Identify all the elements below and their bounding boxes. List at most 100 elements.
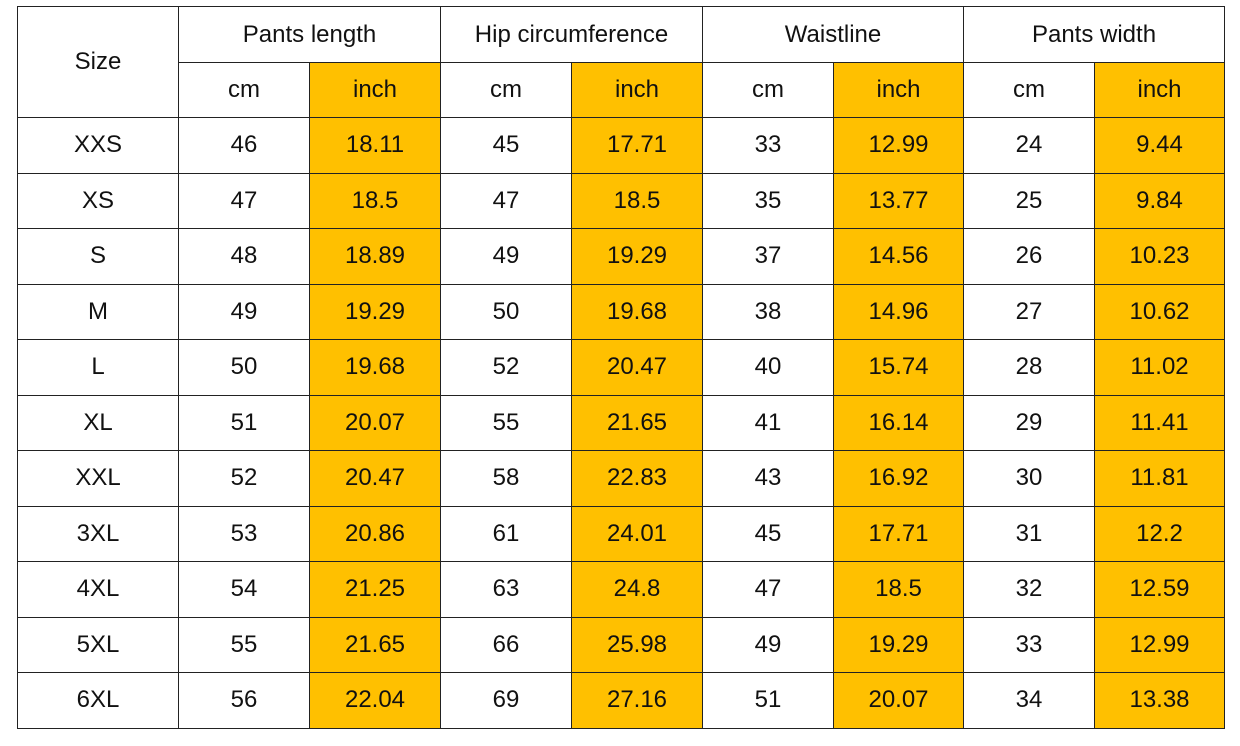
group-header: Pants length — [178, 6, 441, 63]
table-row: 4XL 54 21.25 63 24.8 47 18.5 32 12.59 — [17, 561, 1226, 618]
measure-cell: 12.99 — [1093, 616, 1226, 673]
measure-cell: 35 — [702, 172, 834, 229]
measure-cell: 49 — [702, 616, 834, 673]
measure-cell: 47 — [178, 172, 310, 229]
measure-cell: 12.59 — [1093, 561, 1226, 618]
measure-cell: 33 — [702, 117, 834, 174]
measure-cell: 25.98 — [571, 616, 703, 673]
measure-cell: 13.77 — [833, 172, 964, 229]
measure-cell: 58 — [440, 450, 572, 507]
measure-cell: 29 — [963, 394, 1095, 451]
measure-cell: 38 — [702, 283, 834, 340]
measure-cell: 11.02 — [1093, 339, 1226, 396]
size-label: 6XL — [17, 672, 179, 729]
measure-cell: 27 — [963, 283, 1095, 340]
group-header: Hip circumference — [440, 6, 703, 63]
measure-cell: 27.16 — [571, 672, 703, 729]
measure-cell: 24 — [963, 117, 1095, 174]
measure-cell: 17.71 — [571, 117, 703, 174]
measure-cell: 51 — [178, 394, 310, 451]
measure-cell: 48 — [178, 228, 310, 285]
measure-cell: 13.38 — [1093, 672, 1226, 729]
table-row: cm inch cm inch cm inch cm inch — [18, 62, 1226, 118]
unit-header: cm — [178, 62, 310, 118]
size-label: 4XL — [17, 561, 179, 618]
measure-cell: 49 — [440, 228, 572, 285]
measure-cell: 51 — [702, 672, 834, 729]
measure-cell: 41 — [702, 394, 834, 451]
measure-cell: 50 — [178, 339, 310, 396]
measure-cell: 24.8 — [571, 561, 703, 618]
measure-cell: 30 — [963, 450, 1095, 507]
measure-cell: 63 — [440, 561, 572, 618]
measure-cell: 19.29 — [571, 228, 703, 285]
measure-cell: 20.47 — [309, 450, 441, 507]
measure-cell: 21.65 — [309, 616, 441, 673]
measure-cell: 20.07 — [833, 672, 964, 729]
unit-header: inch — [1093, 62, 1226, 118]
measure-cell: 20.86 — [309, 505, 441, 562]
measure-cell: 56 — [178, 672, 310, 729]
size-label: XXS — [17, 117, 179, 174]
measure-cell: 9.84 — [1093, 172, 1226, 229]
measure-cell: 34 — [963, 672, 1095, 729]
measure-cell: 16.14 — [833, 394, 964, 451]
measure-cell: 19.68 — [571, 283, 703, 340]
size-chart: Size Pants length Hip circumference Waistli… — [17, 6, 1226, 729]
size-label: L — [17, 339, 179, 396]
measure-cell: 47 — [702, 561, 834, 618]
table-row: M 49 19.29 50 19.68 38 14.96 27 10.62 — [17, 283, 1226, 340]
table-row: XXL 52 20.47 58 22.83 43 16.92 30 11.81 — [17, 450, 1226, 507]
size-label: XL — [17, 394, 179, 451]
size-table: Size Pants length Hip circumference Waistli… — [17, 6, 1226, 729]
measure-cell: 22.83 — [571, 450, 703, 507]
table-row: 5XL 55 21.65 66 25.98 49 19.29 33 12.99 — [17, 616, 1226, 673]
measure-cell: 54 — [178, 561, 310, 618]
measure-cell: 33 — [963, 616, 1095, 673]
measure-cell: 14.96 — [833, 283, 964, 340]
measure-cell: 11.81 — [1093, 450, 1226, 507]
unit-header: inch — [571, 62, 703, 118]
unit-header: cm — [963, 62, 1095, 118]
table-row: 3XL 53 20.86 61 24.01 45 17.71 31 12.2 — [17, 505, 1226, 562]
measure-cell: 16.92 — [833, 450, 964, 507]
group-header: Waistline — [702, 6, 964, 63]
measure-cell: 52 — [178, 450, 310, 507]
unit-header: cm — [440, 62, 572, 118]
measure-cell: 11.41 — [1093, 394, 1226, 451]
measure-cell: 49 — [178, 283, 310, 340]
table-row: Size Pants length Hip circumference Waistli… — [17, 6, 1226, 118]
measure-cell: 22.04 — [309, 672, 441, 729]
table-row: XS 47 18.5 47 18.5 35 13.77 25 9.84 — [17, 172, 1226, 229]
measure-cell: 43 — [702, 450, 834, 507]
measure-cell: 47 — [440, 172, 572, 229]
table-row: L 50 19.68 52 20.47 40 15.74 28 11.02 — [17, 339, 1226, 396]
measure-cell: 12.99 — [833, 117, 964, 174]
measure-cell: 18.5 — [309, 172, 441, 229]
measure-cell: 18.5 — [833, 561, 964, 618]
measure-cell: 55 — [178, 616, 310, 673]
measure-cell: 18.89 — [309, 228, 441, 285]
measure-cell: 61 — [440, 505, 572, 562]
measure-cell: 17.71 — [833, 505, 964, 562]
unit-header: cm — [702, 62, 834, 118]
size-label: XXL — [17, 450, 179, 507]
measure-cell: 19.29 — [833, 616, 964, 673]
measure-cell: 20.07 — [309, 394, 441, 451]
measure-cell: 24.01 — [571, 505, 703, 562]
measure-cell: 46 — [178, 117, 310, 174]
measure-cell: 18.11 — [309, 117, 441, 174]
measure-cell: 55 — [440, 394, 572, 451]
size-label: 5XL — [17, 616, 179, 673]
table-row: 6XL 56 22.04 69 27.16 51 20.07 34 13.38 — [17, 672, 1226, 729]
size-label: XS — [17, 172, 179, 229]
measure-cell: 52 — [440, 339, 572, 396]
size-label: 3XL — [17, 505, 179, 562]
table-row: XXS 46 18.11 45 17.71 33 12.99 24 9.44 — [17, 117, 1226, 174]
size-label: M — [17, 283, 179, 340]
table-row: S 48 18.89 49 19.29 37 14.56 26 10.23 — [17, 228, 1226, 285]
measure-cell: 31 — [963, 505, 1095, 562]
measure-cell: 37 — [702, 228, 834, 285]
measure-cell: 9.44 — [1093, 117, 1226, 174]
measure-cell: 15.74 — [833, 339, 964, 396]
